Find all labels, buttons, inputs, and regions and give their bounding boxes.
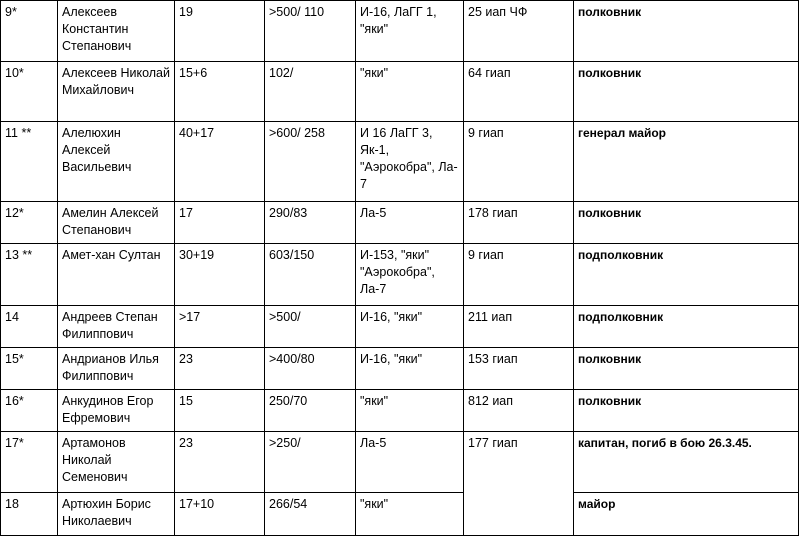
cell-rank: майор	[573, 492, 799, 536]
cell-name: Алелюхин Алексей Васильевич	[57, 121, 175, 202]
cell-sorties: >400/80	[264, 347, 356, 390]
cell-number: 13 **	[0, 243, 58, 306]
cell-number: 16*	[0, 389, 58, 432]
cell-victories: 17	[174, 201, 265, 244]
cell-regiment: 9 гиап	[463, 243, 574, 306]
cell-name: Алексеев Константин Степанович	[57, 0, 175, 62]
cell-name: Алексеев Николай Михайлович	[57, 61, 175, 122]
cell-victories: 17+10	[174, 492, 265, 536]
cell-name: Артюхин Борис Николаевич	[57, 492, 175, 536]
cell-name: Амелин Алексей Степанович	[57, 201, 175, 244]
cell-aircraft: "яки"	[355, 61, 464, 122]
table-row: 12* Амелин Алексей Степанович 17 290/83 …	[0, 201, 799, 244]
table-row: 9* Алексеев Константин Степанович 19 >50…	[0, 0, 799, 62]
cell-name: Андреев Степан Филиппович	[57, 305, 175, 348]
cell-sorties: >500/	[264, 305, 356, 348]
cell-number: 15*	[0, 347, 58, 390]
cell-rank: генерал майор	[573, 121, 799, 202]
cell-rank: полковник	[573, 347, 799, 390]
cell-rank: подполковник	[573, 305, 799, 348]
cell-sorties: 603/150	[264, 243, 356, 306]
cell-aircraft: Ла-5	[355, 431, 464, 493]
table-row: 14 Андреев Степан Филиппович >17 >500/ И…	[0, 305, 799, 348]
cell-sorties: 250/70	[264, 389, 356, 432]
cell-number: 9*	[0, 0, 58, 62]
cell-rank: капитан, погиб в бою 26.3.45.	[573, 431, 799, 493]
cell-number: 10*	[0, 61, 58, 122]
table-row: 11 ** Алелюхин Алексей Васильевич 40+17 …	[0, 121, 799, 202]
cell-regiment: 153 гиап	[463, 347, 574, 390]
cell-aircraft: И 16 ЛаГГ 3, Як-1, "Аэрокобра", Ла- 7	[355, 121, 464, 202]
cell-rank: полковник	[573, 61, 799, 122]
cell-number: 17*	[0, 431, 58, 493]
cell-aircraft: "яки"	[355, 492, 464, 536]
table-row: 15* Андрианов Илья Филиппович 23 >400/80…	[0, 347, 799, 390]
cell-regiment: 812 иап	[463, 389, 574, 432]
cell-regiment	[463, 492, 574, 536]
table-row: 13 ** Амет-хан Султан 30+19 603/150 И-15…	[0, 243, 799, 306]
cell-sorties: >600/ 258	[264, 121, 356, 202]
cell-sorties: 102/	[264, 61, 356, 122]
cell-victories: 19	[174, 0, 265, 62]
cell-name: Амет-хан Султан	[57, 243, 175, 306]
cell-sorties: 290/83	[264, 201, 356, 244]
cell-aircraft: И-153, "яки" "Аэрокобра", Ла-7	[355, 243, 464, 306]
cell-name: Анкудинов Егор Ефремович	[57, 389, 175, 432]
cell-rank: подполковник	[573, 243, 799, 306]
cell-aircraft: Ла-5	[355, 201, 464, 244]
cell-name: Артамонов Николай Семенович	[57, 431, 175, 493]
cell-number: 12*	[0, 201, 58, 244]
cell-victories: 15+6	[174, 61, 265, 122]
cell-number: 18	[0, 492, 58, 536]
table-row: 17* Артамонов Николай Семенович 23 >250/…	[0, 431, 799, 493]
cell-regiment: 9 гиап	[463, 121, 574, 202]
cell-number: 11 **	[0, 121, 58, 202]
cell-regiment: 177 гиап	[463, 431, 574, 493]
table-row: 10* Алексеев Николай Михайлович 15+6 102…	[0, 61, 799, 122]
cell-aircraft: "яки"	[355, 389, 464, 432]
cell-aircraft: И-16, ЛаГГ 1, "яки"	[355, 0, 464, 62]
cell-victories: 23	[174, 347, 265, 390]
cell-rank: полковник	[573, 0, 799, 62]
cell-name: Андрианов Илья Филиппович	[57, 347, 175, 390]
cell-regiment: 178 гиап	[463, 201, 574, 244]
cell-rank: полковник	[573, 389, 799, 432]
cell-regiment: 64 гиап	[463, 61, 574, 122]
cell-rank: полковник	[573, 201, 799, 244]
cell-sorties: >500/ 110	[264, 0, 356, 62]
cell-regiment: 25 иап ЧФ	[463, 0, 574, 62]
cell-aircraft: И-16, "яки"	[355, 347, 464, 390]
table-row: 18 Артюхин Борис Николаевич 17+10 266/54…	[0, 492, 799, 536]
cell-sorties: >250/	[264, 431, 356, 493]
cell-victories: 23	[174, 431, 265, 493]
cell-sorties: 266/54	[264, 492, 356, 536]
cell-regiment: 211 иап	[463, 305, 574, 348]
cell-victories: 40+17	[174, 121, 265, 202]
cell-number: 14	[0, 305, 58, 348]
table-row: 16* Анкудинов Егор Ефремович 15 250/70 "…	[0, 389, 799, 432]
cell-victories: >17	[174, 305, 265, 348]
cell-victories: 30+19	[174, 243, 265, 306]
cell-aircraft: И-16, "яки"	[355, 305, 464, 348]
cell-victories: 15	[174, 389, 265, 432]
